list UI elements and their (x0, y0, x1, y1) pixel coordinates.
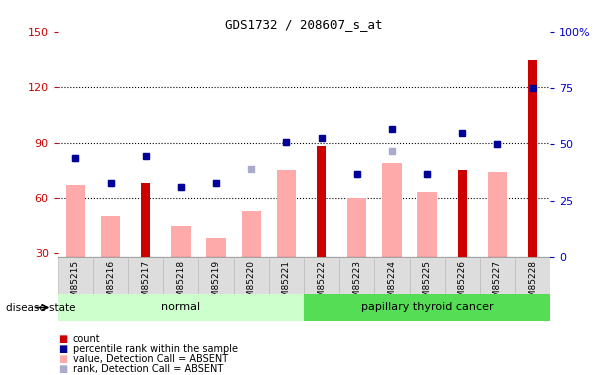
Text: GSM85223: GSM85223 (352, 260, 361, 309)
Bar (198, 257, 233, 294)
Bar (458, 170, 467, 257)
Text: disease state: disease state (6, 303, 75, 313)
Text: GSM85228: GSM85228 (528, 260, 537, 309)
Text: normal: normal (161, 303, 201, 312)
Text: count: count (73, 334, 100, 344)
Text: GSM85227: GSM85227 (493, 260, 502, 309)
Bar (410, 257, 444, 294)
Text: GSM85218: GSM85218 (176, 260, 185, 309)
Bar (128, 257, 164, 294)
Text: GSM85215: GSM85215 (71, 260, 80, 309)
Bar (277, 170, 296, 257)
Text: papillary thyroid cancer: papillary thyroid cancer (361, 303, 494, 312)
Text: value, Detection Call = ABSENT: value, Detection Call = ABSENT (73, 354, 228, 364)
Bar (528, 60, 537, 257)
Bar (66, 185, 85, 257)
Bar (339, 257, 375, 294)
Bar (515, 257, 550, 294)
Text: ■: ■ (58, 354, 67, 364)
Text: ■: ■ (58, 364, 67, 374)
Bar (488, 172, 507, 257)
Bar (444, 257, 480, 294)
Bar (304, 294, 550, 321)
Bar (480, 257, 515, 294)
Bar (382, 163, 402, 257)
Bar (58, 257, 93, 294)
Text: GSM85221: GSM85221 (282, 260, 291, 309)
Bar (233, 257, 269, 294)
Bar (206, 238, 226, 257)
Text: GSM85224: GSM85224 (387, 260, 396, 309)
Text: GSM85216: GSM85216 (106, 260, 115, 309)
Text: percentile rank within the sample: percentile rank within the sample (73, 344, 238, 354)
Bar (164, 257, 198, 294)
Text: ■: ■ (58, 334, 67, 344)
Bar (141, 183, 150, 257)
Bar (269, 257, 304, 294)
Text: GSM85219: GSM85219 (212, 260, 221, 309)
Text: GSM85217: GSM85217 (141, 260, 150, 309)
Bar (58, 294, 304, 321)
Bar (241, 211, 261, 257)
Text: rank, Detection Call = ABSENT: rank, Detection Call = ABSENT (73, 364, 223, 374)
Text: GSM85226: GSM85226 (458, 260, 467, 309)
Text: GSM85225: GSM85225 (423, 260, 432, 309)
Bar (171, 225, 190, 257)
Text: ■: ■ (58, 344, 67, 354)
Bar (347, 198, 367, 257)
Text: GSM85222: GSM85222 (317, 260, 326, 309)
Bar (317, 146, 326, 257)
Bar (418, 192, 437, 257)
Text: GSM85220: GSM85220 (247, 260, 256, 309)
Bar (375, 257, 410, 294)
Bar (93, 257, 128, 294)
Bar (304, 257, 339, 294)
Bar (101, 216, 120, 257)
Title: GDS1732 / 208607_s_at: GDS1732 / 208607_s_at (225, 18, 383, 31)
